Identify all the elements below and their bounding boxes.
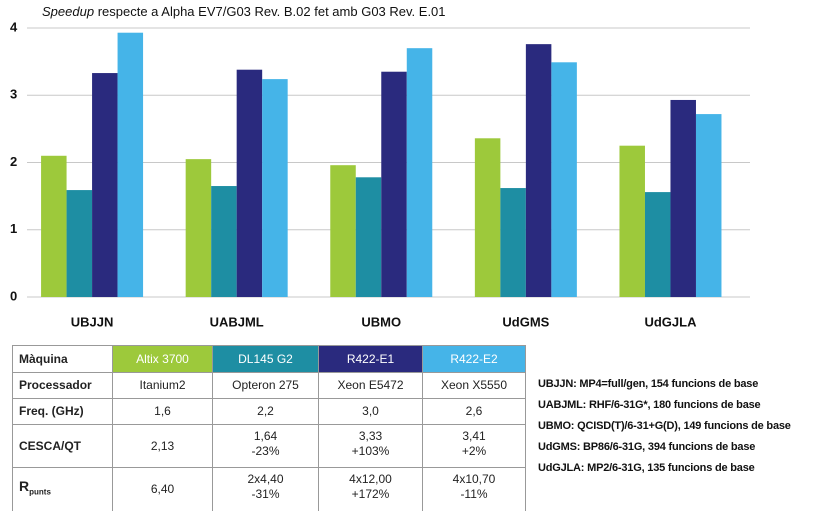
bar bbox=[66, 190, 93, 297]
cell-line: 4x10,70 bbox=[452, 472, 496, 486]
bar bbox=[355, 177, 382, 297]
row-label-main: CESCA/QT bbox=[19, 438, 82, 453]
row-label-text: Freq. (GHz) bbox=[19, 404, 84, 419]
table-cell: 2,6 bbox=[422, 398, 526, 425]
note: UdGJLA: MP2/6-31G, 135 funcions de base bbox=[538, 462, 755, 474]
bar bbox=[41, 155, 67, 297]
y-tick-label: 2 bbox=[10, 154, 17, 169]
x-tick-label: UBMO bbox=[361, 314, 401, 329]
row-label-sub: punts bbox=[29, 487, 51, 497]
note: UdGMS: BP86/6-31G, 394 funcions de base bbox=[538, 441, 756, 453]
chart-title: Speedup respecte a Alpha EV7/G03 Rev. B.… bbox=[42, 4, 446, 19]
cell-line: 1,6 bbox=[154, 404, 171, 418]
bar bbox=[670, 99, 696, 298]
bar bbox=[500, 188, 526, 297]
y-tick-label: 4 bbox=[10, 19, 18, 34]
note: UBMO: QCISD(T)/6-31+G(D), 149 funcions d… bbox=[538, 420, 791, 432]
bar bbox=[236, 69, 263, 297]
x-tick-label: UdGMS bbox=[502, 314, 549, 329]
table-cell: Itanium2 bbox=[112, 372, 213, 399]
row-label-text: CESCA/QT bbox=[19, 439, 81, 454]
bar bbox=[551, 62, 577, 297]
cell-line: Xeon X5550 bbox=[440, 378, 508, 392]
x-tick-label: UBJJN bbox=[71, 314, 114, 329]
title-emphasis: Speedup bbox=[42, 4, 94, 19]
bar bbox=[211, 186, 237, 297]
table-cell: 2,2 bbox=[212, 398, 319, 425]
cell-line: -23% bbox=[251, 444, 280, 458]
cell-line: +2% bbox=[461, 444, 487, 458]
table-cell: 6,40 bbox=[112, 467, 213, 511]
cell-line: Xeon E5472 bbox=[337, 378, 404, 392]
cell-line: 2x4,40 bbox=[247, 472, 284, 486]
bar bbox=[330, 165, 356, 297]
row-label: Freq. (GHz) bbox=[12, 398, 113, 425]
row-label-main: Processador bbox=[19, 378, 92, 392]
bar bbox=[381, 71, 407, 298]
row-label-text: Processador bbox=[19, 378, 92, 393]
series-header: DL145 G2 bbox=[212, 345, 319, 373]
row-label: Rpunts bbox=[12, 467, 113, 511]
table-cell: Xeon X5550 bbox=[422, 372, 526, 399]
cell-line: -31% bbox=[251, 487, 280, 501]
cell-line: 3,41 bbox=[462, 429, 486, 443]
y-tick-label: 1 bbox=[10, 221, 17, 236]
title-text: respecte a Alpha EV7/G03 Rev. B.02 fet a… bbox=[98, 4, 446, 19]
cell-line: 3,0 bbox=[362, 404, 379, 418]
cell-line: 2,13 bbox=[150, 438, 175, 453]
row-label: Processador bbox=[12, 372, 113, 399]
cell-line: Opteron 275 bbox=[232, 378, 299, 392]
bar bbox=[619, 145, 645, 297]
table-cell: 1,6 bbox=[112, 398, 213, 425]
series-header: R422-E1 bbox=[318, 345, 423, 373]
cell-line: 1,64 bbox=[253, 429, 278, 443]
y-tick-label: 3 bbox=[10, 87, 17, 102]
note: UBJJN: MP4=full/gen, 154 funcions de bas… bbox=[538, 378, 759, 390]
cell-line: +103% bbox=[351, 444, 390, 458]
table-cell: Opteron 275 bbox=[212, 372, 319, 399]
table-cell: 2,13 bbox=[112, 424, 213, 468]
row-label-text: Rpunts bbox=[19, 479, 51, 499]
cell-line: Itanium2 bbox=[139, 378, 186, 392]
bar bbox=[117, 32, 144, 298]
table-cell: 3,41 +2% bbox=[422, 424, 526, 468]
bar bbox=[644, 192, 671, 297]
table-cell: 4x12,00 +172% bbox=[318, 467, 423, 511]
x-tick-label: UdGJLA bbox=[644, 314, 697, 329]
cell-line: 3,33 bbox=[358, 429, 383, 443]
series-header: Altix 3700 bbox=[112, 345, 213, 373]
bar bbox=[185, 159, 212, 297]
y-tick-label: 0 bbox=[10, 288, 17, 303]
table-cell: 1,64 -23% bbox=[212, 424, 319, 468]
bar bbox=[474, 138, 501, 297]
cell-line: 6,40 bbox=[150, 482, 175, 496]
note: UABJML: RHF/6-31G*, 180 funcions de base bbox=[538, 399, 761, 411]
cell-line: 4x12,00 bbox=[349, 472, 392, 486]
table-cell: 3,0 bbox=[318, 398, 423, 425]
row-label-main: Freq. (GHz) bbox=[19, 404, 84, 418]
row-label: CESCA/QT bbox=[12, 424, 113, 468]
row-label-main: R bbox=[19, 478, 30, 495]
bar bbox=[262, 79, 288, 297]
bar bbox=[92, 73, 118, 298]
series-header: R422-E2 bbox=[422, 345, 526, 373]
bar bbox=[525, 44, 552, 297]
cell-line: +172% bbox=[351, 487, 390, 501]
table-header: Màquina bbox=[12, 345, 113, 373]
cell-line: -11% bbox=[460, 487, 488, 501]
table-cell: 4x10,70 -11% bbox=[422, 467, 526, 511]
chart: Speedup respecte a Alpha EV7/G03 Rev. B.… bbox=[10, 4, 750, 329]
bar bbox=[695, 114, 722, 297]
cell-line: 2,2 bbox=[257, 404, 274, 418]
table-cell: 3,33 +103% bbox=[318, 424, 423, 468]
cell-line: 2,6 bbox=[465, 404, 483, 418]
table-cell: Xeon E5472 bbox=[318, 372, 423, 399]
bar bbox=[406, 48, 433, 297]
x-tick-label: UABJML bbox=[210, 314, 264, 329]
table-cell: 2x4,40 -31% bbox=[212, 467, 319, 511]
